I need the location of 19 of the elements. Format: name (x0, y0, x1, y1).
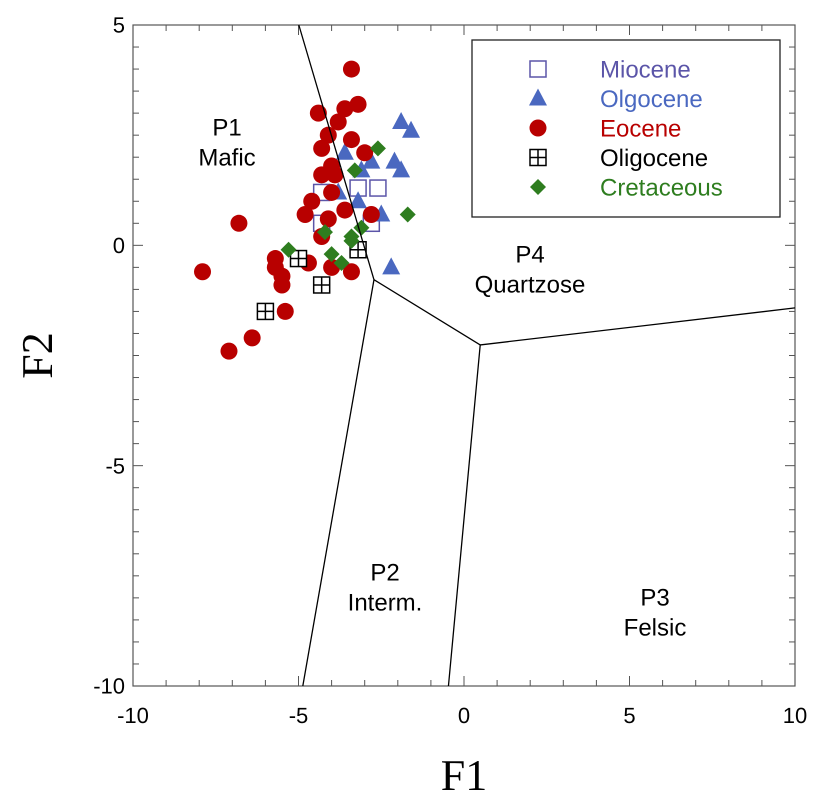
x-tick-label: 5 (623, 703, 636, 728)
y-tick-label: -5 (105, 453, 125, 478)
legend-label: Miocene (600, 56, 691, 84)
annotation: P1 Mafic (198, 114, 256, 172)
x-tick-label: 10 (782, 703, 808, 728)
x-tick-label: 0 (458, 703, 470, 728)
y-tick-label: 5 (112, 12, 125, 38)
legend-label: Eocene (600, 115, 682, 142)
y-tick-label: 0 (112, 233, 125, 258)
annotation: P3 Felsic (624, 584, 686, 642)
legend-label: Olgocene (600, 86, 703, 113)
annotation: P2 Interm. (348, 559, 422, 616)
y-tick-label: -10 (93, 674, 125, 699)
annotation: P4 Quartzose (474, 241, 586, 298)
y-axis-title: F2 (13, 332, 62, 379)
legend-label: Cretaceous (600, 174, 723, 202)
x-axis-title: F1 (440, 751, 488, 800)
legend-label: Oligocene (600, 144, 708, 172)
x-tick-label: -5 (288, 703, 308, 728)
